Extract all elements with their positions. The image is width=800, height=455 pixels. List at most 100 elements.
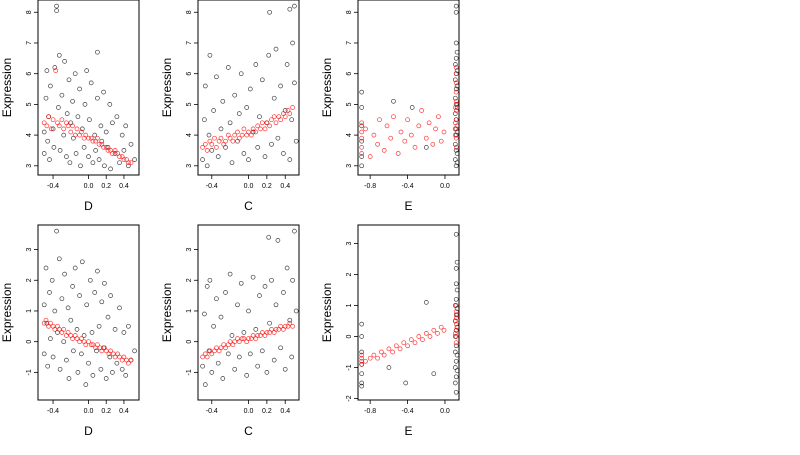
x-tick-label: -0.4 [206, 408, 218, 415]
data-point [112, 354, 118, 360]
data-point [453, 148, 459, 153]
y-axis-label: Expression [160, 283, 174, 342]
data-point [435, 331, 440, 336]
x-axis-label: E [404, 424, 412, 438]
data-point [123, 373, 129, 378]
data-point [278, 83, 283, 89]
data-point [246, 336, 251, 341]
data-point [359, 352, 365, 358]
data-point [204, 284, 210, 289]
data-point [241, 126, 247, 132]
data-point [200, 363, 205, 369]
data-point [86, 339, 91, 345]
data-point [68, 129, 74, 135]
data-point [359, 129, 365, 135]
data-point [101, 89, 106, 95]
data-point [275, 135, 281, 141]
data-point [59, 296, 65, 302]
data-point [441, 129, 447, 135]
data-point [453, 9, 459, 15]
data-point [453, 303, 459, 308]
series-points [359, 303, 460, 367]
data-point [209, 370, 215, 375]
data-point [408, 132, 414, 138]
data-point [207, 52, 213, 58]
data-point [359, 105, 365, 110]
data-point [427, 334, 433, 339]
data-point [89, 330, 95, 335]
data-point [453, 126, 459, 132]
data-point [453, 315, 459, 321]
data-point [105, 148, 111, 153]
data-point [453, 80, 459, 86]
data-point [93, 138, 98, 144]
data-point [271, 95, 277, 101]
data-point [402, 138, 408, 144]
data-point [56, 327, 62, 332]
data-point [90, 138, 96, 144]
data-point [72, 265, 78, 271]
data-point [391, 114, 396, 120]
data-point [259, 330, 265, 335]
data-point [393, 343, 399, 349]
data-point [47, 157, 52, 162]
data-point [253, 129, 259, 135]
data-point [230, 342, 236, 348]
data-point [92, 290, 98, 295]
data-point [255, 363, 261, 369]
data-point [90, 160, 96, 166]
data-point [282, 114, 288, 120]
data-point [56, 105, 61, 110]
y-tick-label: 5 [26, 102, 33, 106]
y-axis-label: Expression [0, 283, 14, 342]
data-point [244, 373, 250, 378]
x-tick-label: 0.2 [101, 408, 111, 415]
data-point [86, 135, 91, 141]
data-point [416, 123, 422, 129]
data-point [241, 336, 247, 341]
data-point [229, 160, 235, 166]
data-point [232, 366, 238, 372]
data-point [375, 141, 380, 147]
data-point [453, 40, 459, 46]
data-point [236, 111, 242, 116]
data-point [79, 336, 84, 341]
data-point [95, 342, 100, 348]
data-point [128, 357, 134, 363]
y-tick-label: 3 [26, 164, 33, 168]
data-point [236, 135, 242, 141]
scatter-panel: -0.4 0.0 0.2 0.4 -1 0 1 2 3 D Expression [0, 224, 140, 438]
data-point [273, 46, 279, 52]
data-point [112, 151, 118, 156]
data-point [96, 323, 102, 329]
data-point [61, 327, 67, 332]
data-point [56, 256, 62, 262]
data-point [359, 89, 365, 95]
data-point [41, 120, 47, 126]
data-point [255, 145, 261, 150]
data-point [103, 129, 109, 135]
data-point [50, 354, 56, 360]
data-point [375, 355, 380, 361]
data-point [430, 141, 436, 147]
y-tick-label: 4 [26, 133, 33, 137]
y-tick-label: 6 [26, 72, 33, 76]
data-point [250, 126, 256, 132]
data-point [87, 117, 92, 123]
data-point [200, 145, 205, 150]
data-point [453, 389, 459, 395]
data-point [287, 317, 293, 323]
data-point [282, 366, 288, 372]
data-point [271, 114, 277, 120]
data-point [62, 271, 67, 277]
data-point [453, 89, 459, 95]
data-point [214, 145, 219, 150]
x-tick-label: 0.2 [262, 183, 272, 190]
y-tick-label: 3 [26, 248, 33, 252]
data-point [220, 98, 226, 104]
y-tick-label: 6 [186, 72, 193, 76]
data-point [409, 105, 415, 110]
data-point [218, 126, 224, 132]
data-point [126, 323, 131, 329]
data-point [43, 265, 49, 271]
